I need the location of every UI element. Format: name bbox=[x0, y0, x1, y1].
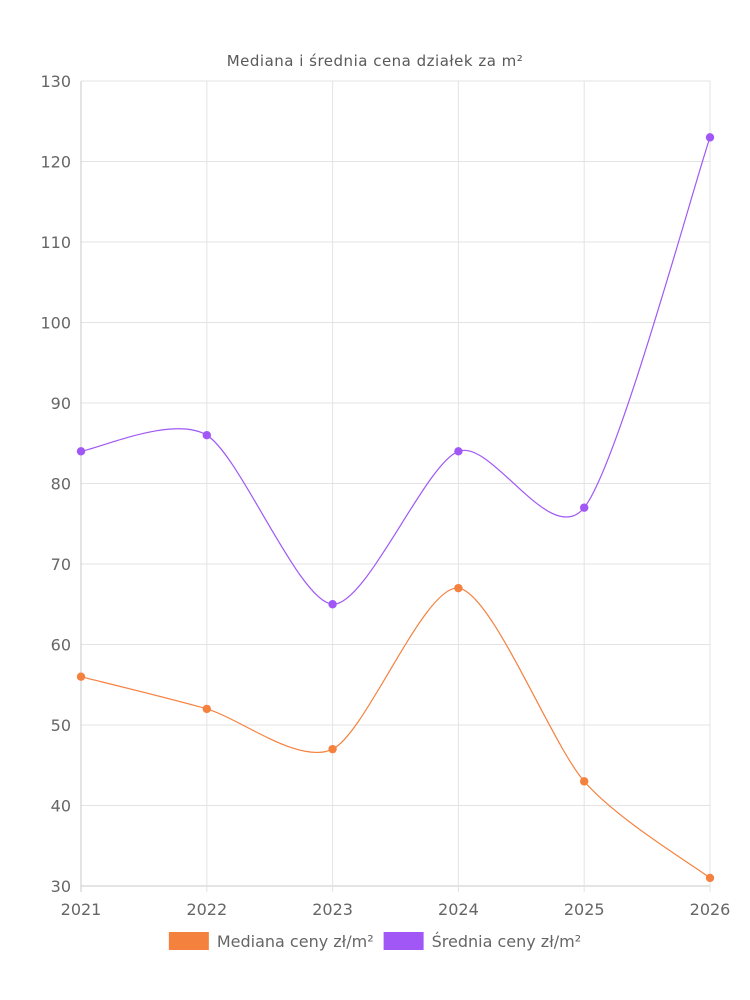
data-points bbox=[76, 133, 715, 883]
y-tick-label: 120 bbox=[40, 153, 71, 172]
y-tick-label: 50 bbox=[51, 716, 71, 735]
x-tick-label: 2023 bbox=[312, 900, 353, 919]
data-point[interactable] bbox=[454, 583, 463, 593]
data-point[interactable] bbox=[76, 672, 86, 681]
y-tick-label: 130 bbox=[40, 72, 71, 91]
x-tick-label: 2021 bbox=[61, 900, 102, 919]
y-tick-label: 60 bbox=[51, 636, 71, 655]
series-line-1 bbox=[80, 137, 711, 605]
axes: 30 40 50 60 70 80 90 100 110 120 130 2021 2022 2023 20… bbox=[40, 72, 730, 919]
series-lines bbox=[80, 137, 711, 879]
series-line-0 bbox=[80, 587, 711, 879]
x-tick-label: 2022 bbox=[186, 900, 227, 919]
grid bbox=[80, 80, 711, 892]
data-point[interactable] bbox=[202, 431, 211, 440]
legend: Mediana ceny zł/m² Średnia ceny zł/m² bbox=[168, 932, 582, 951]
data-point[interactable] bbox=[76, 447, 86, 456]
x-tick-label: 2024 bbox=[438, 900, 479, 919]
data-point[interactable] bbox=[705, 873, 715, 883]
data-point[interactable] bbox=[705, 133, 715, 142]
y-tick-label: 30 bbox=[51, 877, 71, 896]
y-tick-label: 80 bbox=[51, 475, 71, 494]
legend-swatch[interactable] bbox=[383, 932, 424, 950]
data-point[interactable] bbox=[580, 503, 589, 512]
data-point[interactable] bbox=[454, 447, 463, 456]
chart-title: Mediana i średnia cena działek za m² bbox=[227, 52, 524, 70]
y-tick-label: 110 bbox=[40, 233, 71, 252]
y-tick-label: 100 bbox=[40, 314, 71, 333]
x-tick-label: 2026 bbox=[690, 900, 731, 919]
data-point[interactable] bbox=[328, 744, 337, 754]
y-tick-label: 90 bbox=[51, 394, 71, 413]
y-tick-label: 70 bbox=[51, 555, 71, 574]
legend-swatch[interactable] bbox=[168, 932, 209, 950]
data-point[interactable] bbox=[202, 704, 211, 714]
legend-label[interactable]: Mediana ceny zł/m² bbox=[217, 932, 374, 951]
data-point[interactable] bbox=[580, 777, 589, 786]
y-tick-label: 40 bbox=[51, 797, 71, 816]
data-point[interactable] bbox=[328, 600, 337, 609]
x-tick-label: 2025 bbox=[564, 900, 605, 919]
legend-label[interactable]: Średnia ceny zł/m² bbox=[432, 932, 582, 951]
